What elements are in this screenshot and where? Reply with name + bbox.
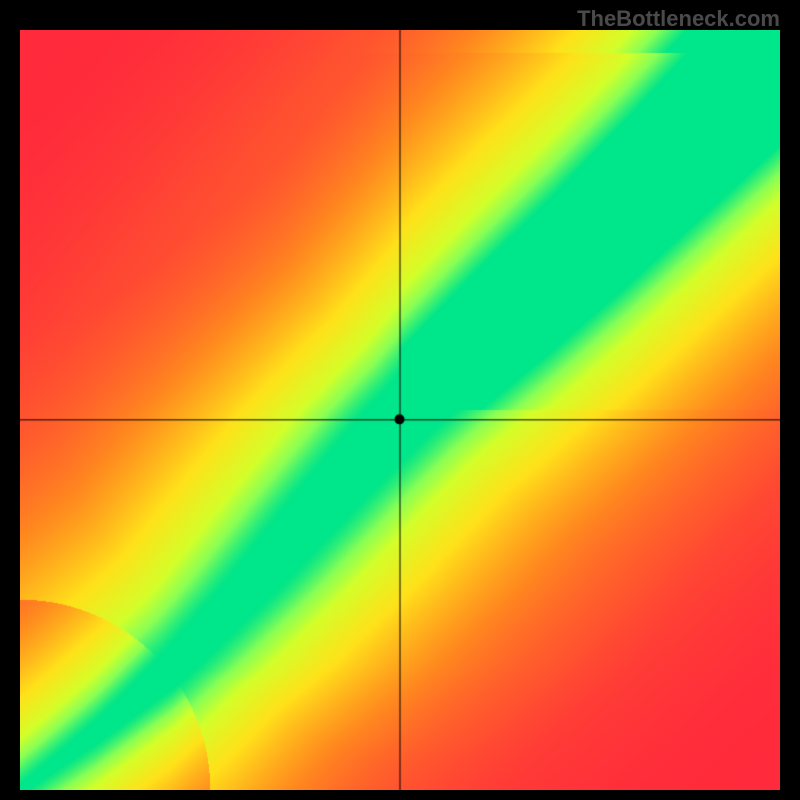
chart-container: TheBottleneck.com [0,0,800,800]
watermark-text: TheBottleneck.com [577,6,780,32]
plot-area [20,30,780,790]
bottleneck-heatmap [20,30,780,790]
